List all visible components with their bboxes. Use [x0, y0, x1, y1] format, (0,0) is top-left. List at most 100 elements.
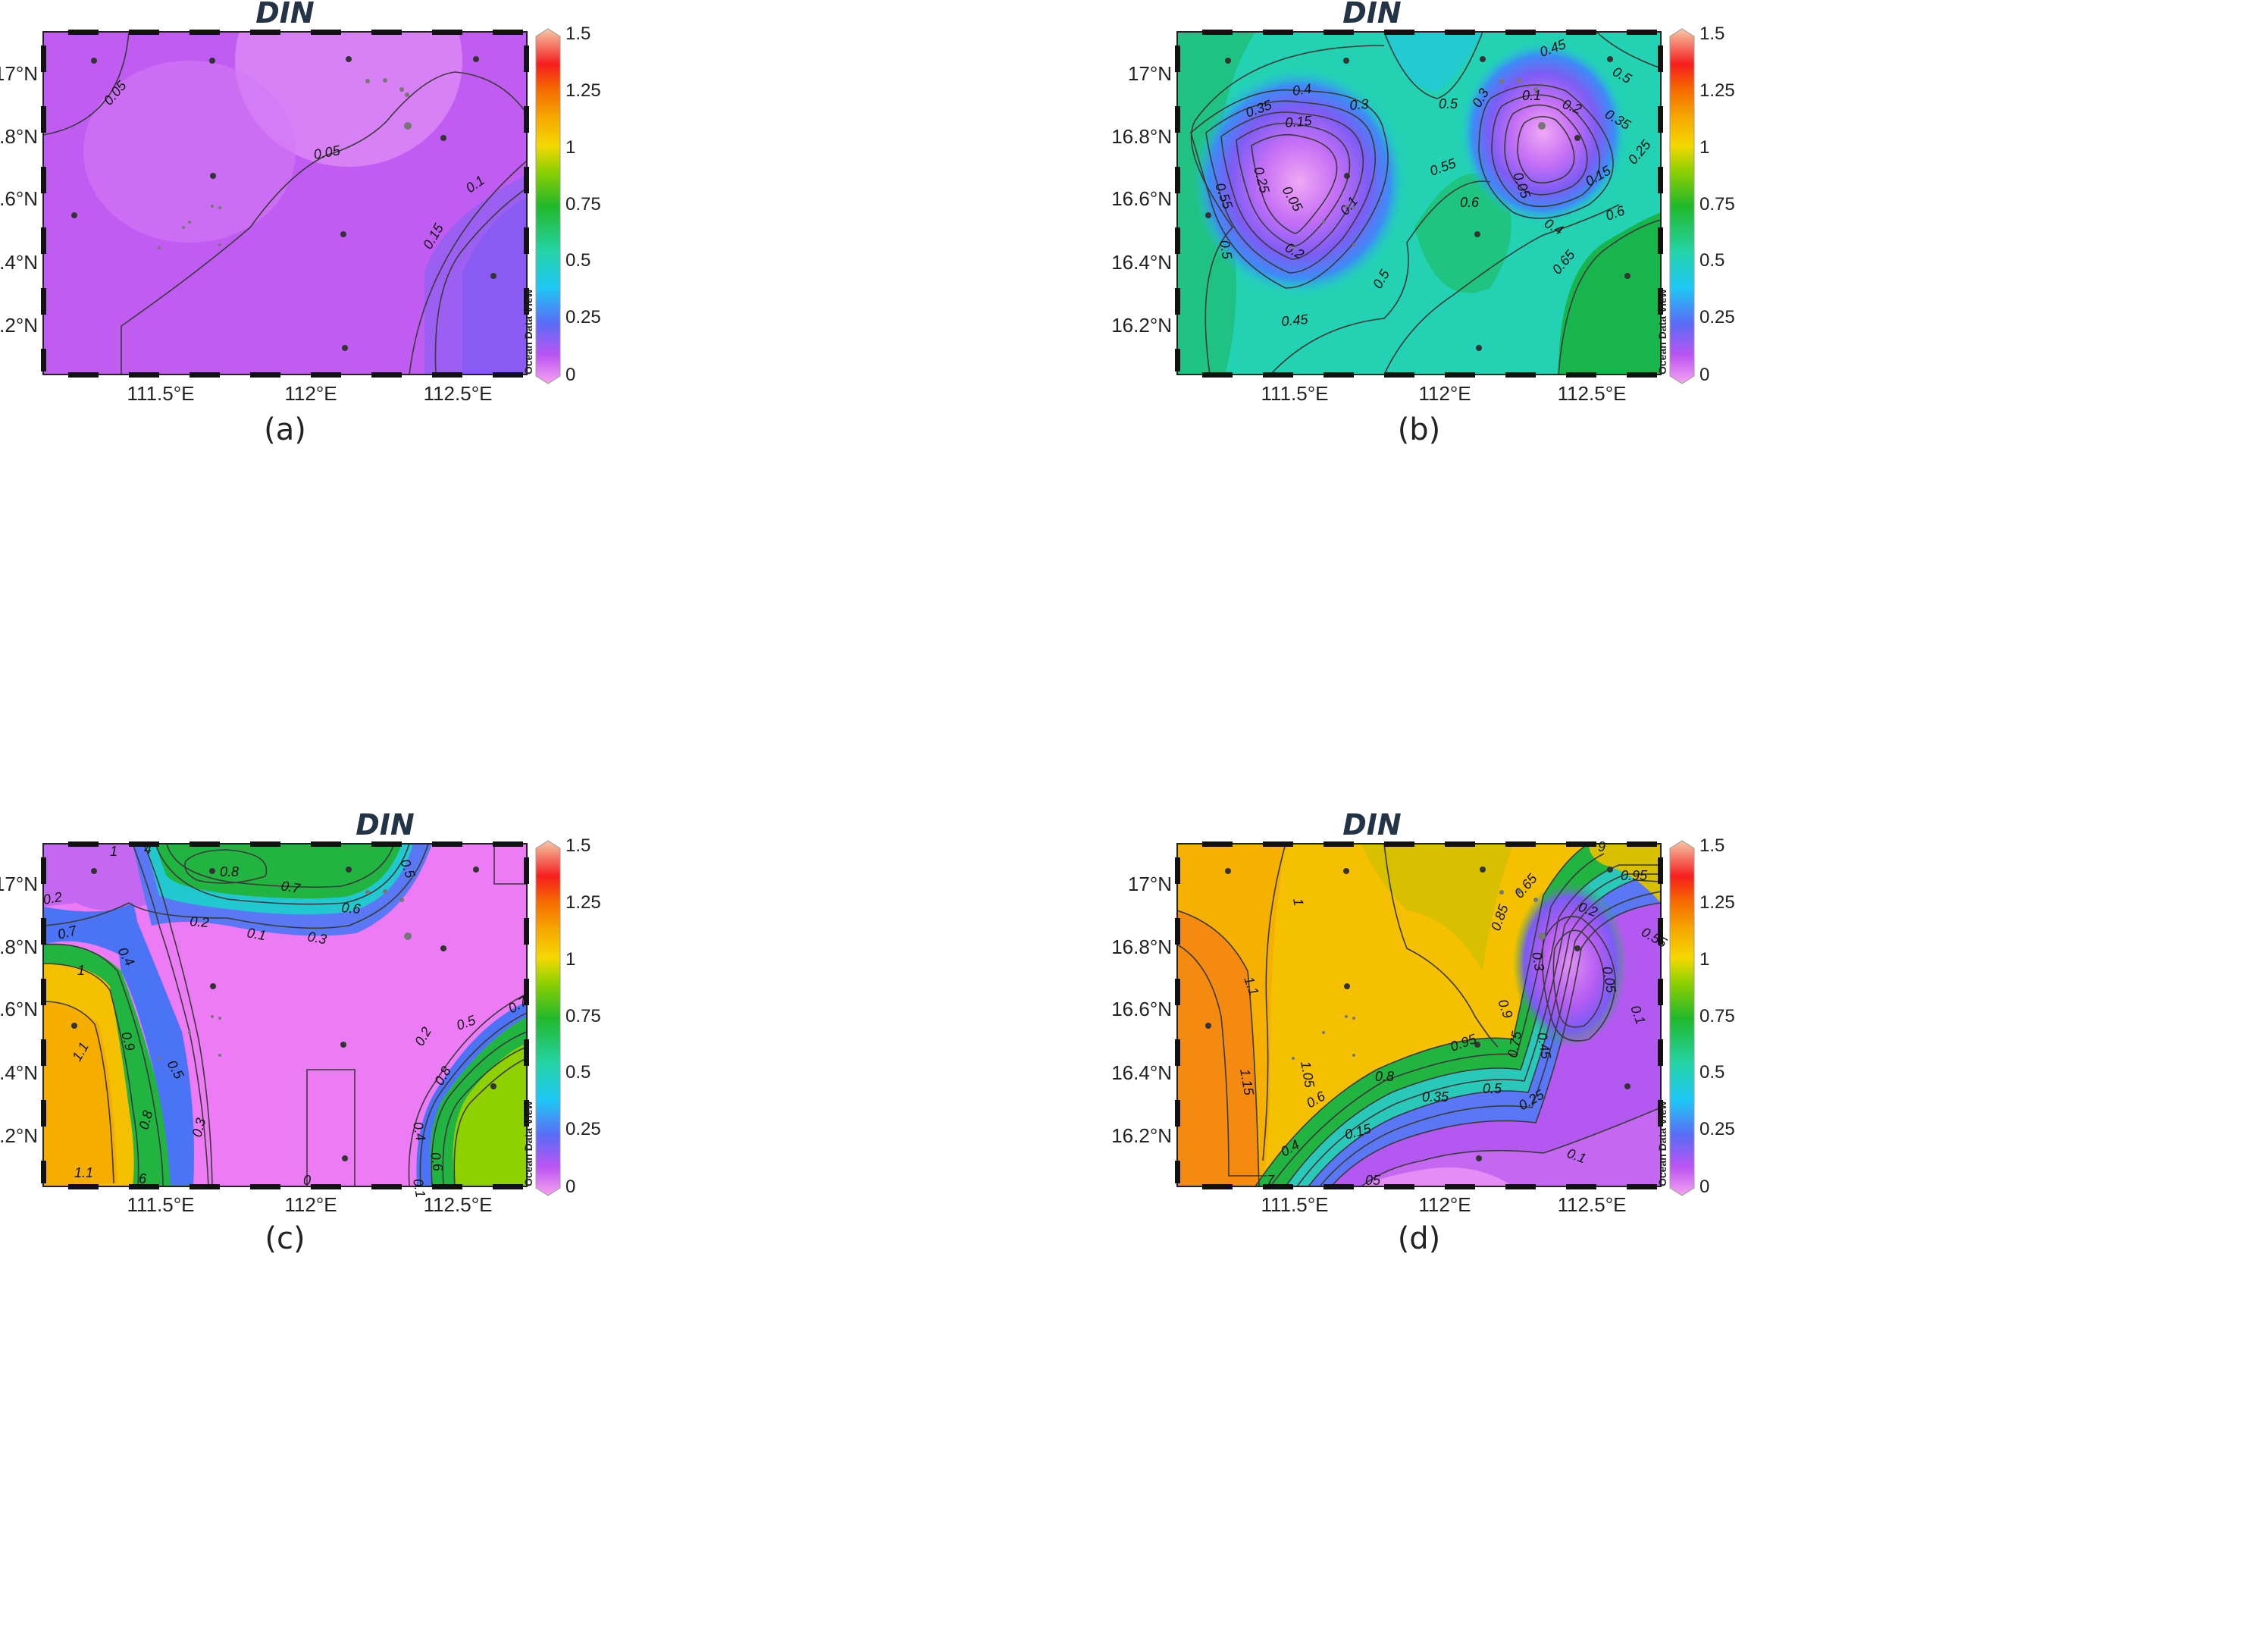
colorbar-tick: 0	[565, 365, 575, 385]
lon-label: 112.5°E	[424, 382, 493, 405]
lon-label: 111.5°E	[1261, 382, 1329, 405]
station-dot	[490, 1083, 497, 1089]
lon-label: 112°E	[1418, 382, 1471, 405]
lon-label: 111.5°E	[127, 382, 195, 405]
contour-label: 0.6	[1460, 195, 1480, 210]
lon-label: 112.5°E	[424, 1193, 493, 1216]
colorbar: 1.5 1.25 1 0.75 0.5 0.25 0	[1669, 24, 1735, 385]
contour-label: 4	[144, 841, 152, 857]
colorbar-tick: 0	[1699, 365, 1709, 385]
station-dot	[91, 868, 97, 874]
map-title: DIN	[255, 0, 314, 30]
lat-label: 16.6°N	[0, 187, 38, 210]
station-dot	[346, 56, 352, 62]
station-dot	[210, 173, 216, 179]
station-dot	[1476, 345, 1482, 351]
colorbar-tick: 0.75	[1699, 194, 1735, 215]
map-area	[1177, 844, 1661, 1186]
map-frame	[42, 843, 528, 1187]
lat-label: 16.6°N	[0, 998, 38, 1020]
latitude-labels: 17°N 16.8°N 16.6°N 16.4°N 16.2°N	[0, 62, 38, 337]
frame-ticks	[1175, 841, 1663, 1189]
map-panel-d: DIN 1	[1111, 808, 2268, 1639]
lat-label: 16.4°N	[1111, 251, 1172, 274]
station-dot	[346, 867, 352, 873]
colorbar-tick: 0.5	[565, 250, 590, 271]
odv-watermark: Ocean Data View	[1656, 1101, 1668, 1186]
colorbar-tick: 0.5	[565, 1062, 590, 1083]
lat-label: 16.2°N	[1111, 1124, 1172, 1147]
colorbar-tick: 0	[1699, 1177, 1709, 1197]
lat-label: 17°N	[1128, 873, 1172, 895]
station-dot	[1480, 867, 1486, 873]
latitude-labels: 17°N 16.8°N 16.6°N 16.4°N 16.2°N	[1111, 873, 1172, 1147]
contour-label: 0.5	[1483, 1081, 1502, 1096]
colorbar-tick: 0.25	[1699, 1119, 1735, 1139]
station-dot	[1225, 58, 1231, 64]
station-markers	[1205, 56, 1631, 351]
colorbar: 1.5 1.25 1 0.75 0.5 0.25 0	[535, 835, 601, 1197]
station-markers	[71, 56, 497, 351]
station-dot	[1607, 867, 1613, 873]
lon-label: 112°E	[1418, 1193, 1471, 1216]
lat-label: 17°N	[0, 873, 38, 895]
island-marks	[1292, 889, 1546, 1060]
contour-label: 0.35	[1422, 1089, 1449, 1105]
station-dot	[1474, 1042, 1480, 1048]
odv-watermark: Ocean Data View	[522, 1101, 534, 1186]
colorbar-tick: 1.5	[565, 835, 590, 856]
map-title: DIN	[356, 808, 414, 841]
map-frame	[1176, 843, 1662, 1187]
lat-label: 16.2°N	[0, 314, 38, 337]
lon-label: 112°E	[284, 382, 337, 405]
contour-label: 1	[77, 963, 85, 978]
contour-label: 0.95	[1621, 868, 1648, 883]
contour-label: 0.45	[1281, 312, 1310, 329]
map-panel-a: DIN 0.05 0.05 0.1 0.15 17°N 16.8	[0, 0, 1134, 820]
contour-label: 0.7	[280, 878, 302, 896]
colorbar-tick: 0.75	[1699, 1006, 1735, 1026]
longitude-labels: 111.5°E 112°E 112.5°E	[127, 1193, 493, 1216]
colorbar-tick: 1.25	[1699, 80, 1735, 101]
station-dot	[342, 1155, 348, 1161]
odv-watermark: Ocean Data View	[522, 289, 534, 374]
contour-label: 0.8	[220, 864, 239, 879]
colorbar-tick: 1.25	[1699, 892, 1735, 913]
station-dot	[1574, 945, 1580, 951]
colorbar-tick: 1	[565, 949, 575, 970]
map-frame	[1176, 31, 1662, 375]
contour-label: 0.6	[341, 900, 362, 917]
latitude-labels: 17°N 16.8°N 16.6°N 16.4°N 16.2°N	[1111, 62, 1172, 337]
colorbar-tick: 0.75	[565, 194, 601, 215]
station-dot	[1225, 868, 1231, 874]
colorbar-tick: 0.5	[1699, 1062, 1724, 1083]
contour-label: 1.1	[74, 1165, 93, 1180]
contour-label: 0.2	[190, 914, 210, 930]
colorbar-tick: 1	[1699, 137, 1709, 158]
station-markers	[1205, 867, 1631, 1161]
station-dot	[1343, 58, 1349, 64]
map-area	[43, 844, 527, 1186]
panel-caption: (a)	[264, 412, 306, 447]
map-area	[1177, 32, 1661, 374]
station-dot	[1480, 56, 1486, 62]
contour-label: 05	[1365, 1173, 1381, 1188]
map-title: DIN	[1342, 808, 1401, 841]
contour-label: 0.15	[1285, 113, 1314, 130]
colorbar-tick: 1.5	[565, 24, 590, 44]
station-dot	[473, 867, 479, 873]
station-dot	[1343, 868, 1349, 874]
colorbar-tick: 0.25	[565, 307, 601, 327]
station-dot	[340, 231, 346, 237]
lat-label: 16.4°N	[0, 251, 38, 274]
lat-label: 16.2°N	[1111, 314, 1172, 337]
longitude-labels: 111.5°E 112°E 112.5°E	[1261, 382, 1627, 405]
panel-caption: (c)	[265, 1221, 305, 1256]
station-dot	[210, 983, 216, 989]
colorbar: 1.5 1.25 1 0.75 0.5 0.25 0	[1669, 835, 1735, 1197]
contour-label: 0.5	[1217, 239, 1235, 261]
contour-label: 1	[110, 844, 117, 859]
station-dot	[1205, 1023, 1211, 1029]
lat-label: 16.8°N	[0, 125, 38, 148]
frame-ticks	[41, 841, 529, 1189]
